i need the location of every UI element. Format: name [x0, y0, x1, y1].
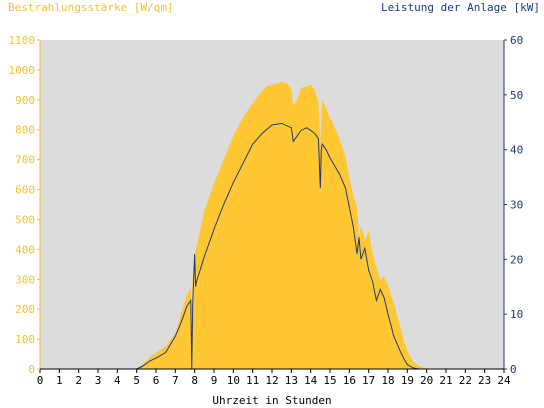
x-tick-label: 2 [75, 374, 82, 387]
x-tick-label: 19 [401, 374, 414, 387]
right-tick-label: 60 [510, 34, 523, 47]
x-tick-label: 14 [304, 374, 318, 387]
left-tick-label: 1000 [9, 64, 36, 77]
right-tick-label: 20 [510, 253, 523, 266]
x-tick-label: 22 [459, 374, 472, 387]
x-tick-label: 24 [497, 374, 511, 387]
x-tick-label: 4 [114, 374, 121, 387]
x-axis-title: Uhrzeit in Stunden [212, 394, 332, 407]
x-tick-label: 5 [133, 374, 140, 387]
x-tick-label: 8 [191, 374, 198, 387]
x-tick-label: 17 [362, 374, 375, 387]
left-tick-label: 600 [15, 184, 35, 197]
x-tick-label: 12 [265, 374, 278, 387]
x-tick-label: 13 [285, 374, 298, 387]
x-tick-label: 23 [478, 374, 491, 387]
x-tick-label: 3 [95, 374, 102, 387]
x-tick-label: 21 [439, 374, 452, 387]
x-tick-label: 6 [153, 374, 160, 387]
x-tick-label: 11 [246, 374, 259, 387]
x-tick-label: 16 [343, 374, 356, 387]
left-tick-label: 200 [15, 303, 35, 316]
left-tick-label: 1100 [9, 34, 36, 47]
left-tick-label: 900 [15, 94, 35, 107]
x-tick-label: 9 [211, 374, 218, 387]
left-tick-label: 800 [15, 124, 35, 137]
x-tick-label: 0 [37, 374, 44, 387]
right-tick-label: 30 [510, 199, 523, 212]
x-tick-label: 10 [227, 374, 240, 387]
left-tick-label: 0 [28, 363, 35, 376]
right-tick-label: 50 [510, 89, 523, 102]
left-axis-title: Bestrahlungsstärke [W/qm] [8, 1, 174, 14]
irradiance-area [40, 81, 504, 370]
left-tick-label: 300 [15, 273, 35, 286]
right-tick-label: 10 [510, 308, 523, 321]
left-tick-label: 100 [15, 333, 35, 346]
right-axis-title: Leistung der Anlage [kW] [381, 1, 540, 14]
right-tick-label: 0 [510, 363, 517, 376]
x-tick-label: 1 [56, 374, 63, 387]
right-tick-label: 40 [510, 144, 523, 157]
x-tick-label: 15 [323, 374, 336, 387]
left-tick-label: 700 [15, 154, 35, 167]
left-tick-label: 400 [15, 243, 35, 256]
x-tick-label: 20 [420, 374, 433, 387]
left-tick-label: 500 [15, 213, 35, 226]
x-tick-label: 18 [381, 374, 394, 387]
x-tick-label: 7 [172, 374, 179, 387]
